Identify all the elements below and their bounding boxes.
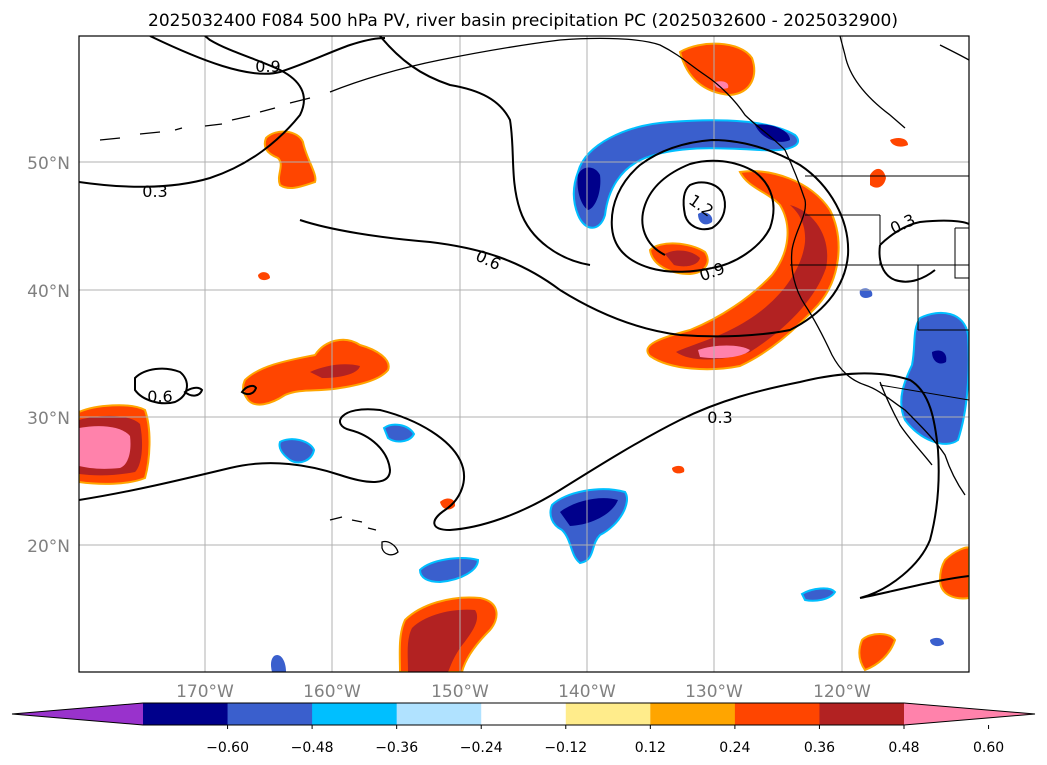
map-frame (78, 35, 970, 673)
precip-negative-hawaii-south (418, 557, 480, 584)
pv-contour-0.9-upper (379, 36, 591, 266)
precip-positive-dot-2 (440, 498, 456, 510)
coastline-hawaii (329, 516, 399, 556)
precip-strong-negative-subtropical (560, 498, 618, 526)
precip-negative-west (278, 438, 316, 464)
colorbar-swatch (143, 703, 229, 725)
lon-label: 160°W (303, 682, 361, 702)
colorbar-extend-high (904, 703, 1035, 725)
precip-negative-small (698, 212, 713, 225)
pv-contour-0.3-south (79, 372, 969, 599)
precip-positive-dot-4 (870, 168, 886, 188)
precip-strong-negative-arc (577, 167, 601, 210)
precip-positive-dot-6 (858, 633, 897, 672)
colorbar-outline (11, 702, 1036, 726)
lat-label: 40°N (27, 282, 70, 302)
contour-label-north: 0.9 (255, 57, 280, 76)
precip-negative-bottom (270, 654, 286, 672)
colorbar-tick-label: −0.24 (460, 740, 503, 756)
border-small-box (954, 227, 969, 279)
colorbar-swatch (227, 703, 313, 725)
colorbar-tick-label: 0.60 (973, 740, 1004, 756)
colorbar-swatch (565, 703, 651, 725)
lon-label: 130°W (685, 682, 743, 702)
precip-strong-negative-california (932, 350, 947, 364)
pv-contour-0.3-east (878, 219, 969, 283)
precip-strong-positive-arc (676, 205, 828, 360)
coastline-west-coast (784, 149, 966, 496)
lon-labels: 170°W 160°W 150°W 140°W 130°W 120°W (176, 682, 871, 702)
colorbar-tick-label: −0.12 (544, 740, 587, 756)
lon-label: 170°W (176, 682, 234, 702)
lat-labels: 50°N 40°N 30°N 20°N (27, 154, 70, 557)
pv-contour-small-west (183, 386, 204, 397)
precip-extreme-positive-core (698, 345, 750, 359)
coastline-canada-north (839, 36, 969, 129)
colorbar-tick-label: 0.36 (804, 740, 835, 756)
precip-positive-dot-5 (890, 137, 908, 147)
precip-extreme-positive-bc (714, 81, 729, 89)
pv-contour-0.9-north (149, 36, 386, 75)
precip-extreme-positive-western-edge (79, 426, 131, 469)
colorbar-tick-label: −0.36 (375, 740, 418, 756)
colorbar-swatch (481, 703, 567, 725)
pv-contour-small-west2 (240, 384, 258, 396)
precip-negative-west2 (382, 423, 416, 443)
coastlines (99, 36, 969, 556)
colorbar-swatch (734, 703, 820, 725)
colorbar-tick-label: −0.48 (291, 740, 334, 756)
precip-positive-dot-1 (258, 272, 270, 281)
colorbar: −0.60 −0.48 −0.36 −0.24 −0.12 0.12 0.24 0.36 0.4… (11, 702, 1036, 756)
colorbar-extend-low (12, 703, 143, 725)
pv-contours (79, 36, 969, 599)
colorbar-tick-label: 0.12 (635, 740, 666, 756)
coastline-alaska (329, 37, 786, 151)
lon-label: 120°W (813, 682, 871, 702)
colorbar-tick-label: 0.48 (888, 740, 919, 756)
lat-label: 20°N (27, 537, 70, 557)
precip-negative-tiny (930, 637, 944, 647)
precip-negative-idaho (859, 288, 873, 298)
colorbar-tick-label: −0.60 (206, 740, 249, 756)
lon-label: 140°W (558, 682, 616, 702)
precip-negative-arc (572, 119, 799, 229)
contour-label-south: 0.3 (707, 408, 732, 427)
precip-positive-bc (678, 42, 756, 97)
precip-strong-positive-central-pacific (310, 364, 360, 378)
colorbar-swatch (819, 703, 905, 725)
colorbar-swatch (396, 703, 482, 725)
contour-label-west: 0.3 (142, 182, 167, 201)
precip-negative-california (900, 311, 969, 445)
colorbar-swatch (650, 703, 736, 725)
precip-strong-positive-low-center (665, 250, 700, 267)
pv-contour-1.2 (682, 181, 726, 231)
pv-contour-0.9-low (641, 159, 775, 269)
gridlines (79, 36, 969, 672)
precip-strong-negative-east (755, 124, 790, 142)
map-background (79, 36, 969, 672)
pv-contour-0.3-north (79, 36, 305, 188)
lat-label: 50°N (27, 154, 70, 174)
border-us-mexico (879, 384, 969, 401)
colorbar-swatch (312, 703, 398, 725)
map-title: 2025032400 F084 500 hPa PV, river basin … (148, 11, 898, 31)
pv-contour-0.6-west (134, 367, 188, 405)
lat-label: 30°N (27, 409, 70, 429)
colorbar-tick-label: 0.24 (719, 740, 750, 756)
precip-fills (79, 42, 969, 672)
coastline-aleutians (99, 97, 311, 141)
precip-positive-north-pacific (263, 130, 317, 189)
contour-label-southwest: 0.6 (147, 387, 172, 406)
precip-positive-dot-3 (672, 465, 685, 474)
pv-contour-0.6 (299, 138, 850, 338)
precip-negative-east-small (800, 587, 837, 602)
borders (790, 175, 969, 401)
lon-label: 150°W (431, 682, 489, 702)
precip-positive-southeast (938, 546, 969, 600)
coastline-baja (879, 381, 933, 466)
